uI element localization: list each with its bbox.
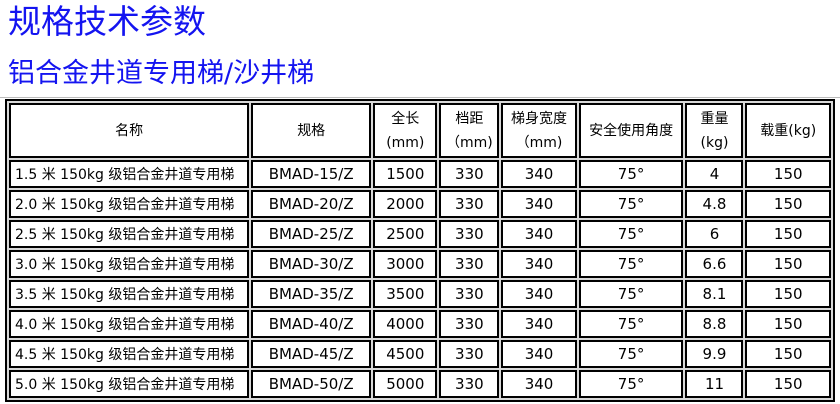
header-unit: （mm) <box>515 134 563 151</box>
cell-load: 150 <box>745 250 831 278</box>
cell-load: 150 <box>745 340 831 368</box>
header-width: 梯身宽度 （mm) <box>501 103 577 158</box>
cell-weight: 8.1 <box>685 280 744 308</box>
cell-rung-spacing: 330 <box>439 310 500 338</box>
cell-name: 3.0 米 150kg 级铝合金井道专用梯 <box>9 250 250 278</box>
header-unit: (mm) <box>386 134 425 151</box>
cell-length: 2000 <box>373 190 438 218</box>
page-title: 规格技术参数 <box>8 2 206 41</box>
cell-rung-spacing: 330 <box>439 220 500 248</box>
cell-model: BMAD-15/Z <box>251 160 372 188</box>
cell-length: 2500 <box>373 220 438 248</box>
cell-weight: 9.9 <box>685 340 744 368</box>
cell-safe-angle: 75° <box>578 160 684 188</box>
cell-model: BMAD-30/Z <box>251 250 372 278</box>
table-row: 1.5 米 150kg 级铝合金井道专用梯 BMAD-15/Z 1500 330 340… <box>9 160 831 188</box>
cell-width: 340 <box>501 310 577 338</box>
cell-length: 3000 <box>373 250 438 278</box>
cell-weight: 8.8 <box>685 310 744 338</box>
cell-safe-angle: 75° <box>578 340 684 368</box>
table-row: 4.0 米 150kg 级铝合金井道专用梯 BMAD-40/Z 4000 330 340… <box>9 310 831 338</box>
header-weight: 重量 (kg) <box>685 103 744 158</box>
cell-rung-spacing: 330 <box>439 160 500 188</box>
cell-name: 5.0 米 150kg 级铝合金井道专用梯 <box>9 370 250 398</box>
table-row: 2.0 米 150kg 级铝合金井道专用梯 BMAD-20/Z 2000 330 340… <box>9 190 831 218</box>
header-label: 名称 <box>115 122 144 139</box>
cell-length: 4500 <box>373 340 438 368</box>
cell-width: 340 <box>501 370 577 398</box>
cell-width: 340 <box>501 160 577 188</box>
table-row: 3.5 米 150kg 级铝合金井道专用梯 BMAD-35/Z 3500 330 340… <box>9 280 831 308</box>
cell-length: 3500 <box>373 280 438 308</box>
cell-safe-angle: 75° <box>578 280 684 308</box>
header-name: 名称 <box>9 103 250 158</box>
header-model: 规格 <box>251 103 372 158</box>
header-row: 名称 规格 全长 (mm) 档距 （mm) 梯身宽度 （mm) 安全使用角度 重量 (kg) 载重(k… <box>9 103 831 158</box>
cell-weight: 11 <box>685 370 744 398</box>
cell-length: 4000 <box>373 310 438 338</box>
cell-weight: 6.6 <box>685 250 744 278</box>
cell-model: BMAD-35/Z <box>251 280 372 308</box>
cell-weight: 6 <box>685 220 744 248</box>
header-label: 规格 <box>297 122 326 139</box>
table-row: 5.0 米 150kg 级铝合金井道专用梯 BMAD-50/Z 5000 330 340… <box>9 370 831 398</box>
cell-load: 150 <box>745 160 831 188</box>
cell-safe-angle: 75° <box>578 190 684 218</box>
cell-load: 150 <box>745 190 831 218</box>
cell-width: 340 <box>501 280 577 308</box>
cell-model: BMAD-50/Z <box>251 370 372 398</box>
cell-name: 2.0 米 150kg 级铝合金井道专用梯 <box>9 190 250 218</box>
cell-model: BMAD-25/Z <box>251 220 372 248</box>
cell-width: 340 <box>501 190 577 218</box>
header-unit: （mm) <box>445 134 493 151</box>
cell-weight: 4.8 <box>685 190 744 218</box>
cell-safe-angle: 75° <box>578 220 684 248</box>
table-row: 2.5 米 150kg 级铝合金井道专用梯 BMAD-25/Z 2500 330 340… <box>9 220 831 248</box>
header-label: 安全使用角度 <box>589 122 674 139</box>
cell-width: 340 <box>501 220 577 248</box>
cell-name: 2.5 米 150kg 级铝合金井道专用梯 <box>9 220 250 248</box>
header-unit: (kg) <box>700 134 729 151</box>
cell-rung-spacing: 330 <box>439 190 500 218</box>
header-label: 载重(kg) <box>760 122 817 139</box>
cell-load: 150 <box>745 280 831 308</box>
cell-load: 150 <box>745 310 831 338</box>
cell-model: BMAD-45/Z <box>251 340 372 368</box>
cell-load: 150 <box>745 220 831 248</box>
header-label: 档距 <box>455 110 484 127</box>
divider <box>0 97 840 98</box>
product-subtitle: 铝合金井道专用梯/沙井梯 <box>8 58 315 89</box>
cell-model: BMAD-20/Z <box>251 190 372 218</box>
table-row: 4.5 米 150kg 级铝合金井道专用梯 BMAD-45/Z 4500 330 340… <box>9 340 831 368</box>
cell-name: 4.5 米 150kg 级铝合金井道专用梯 <box>9 340 250 368</box>
cell-load: 150 <box>745 370 831 398</box>
cell-rung-spacing: 330 <box>439 370 500 398</box>
spec-table: 名称 规格 全长 (mm) 档距 （mm) 梯身宽度 （mm) 安全使用角度 重量 (kg) 载重(k… <box>5 99 835 402</box>
header-safe-angle: 安全使用角度 <box>578 103 684 158</box>
table-row: 3.0 米 150kg 级铝合金井道专用梯 BMAD-30/Z 3000 330 340… <box>9 250 831 278</box>
header-label: 梯身宽度 <box>511 110 568 127</box>
cell-width: 340 <box>501 250 577 278</box>
header-length: 全长 (mm) <box>373 103 438 158</box>
cell-length: 5000 <box>373 370 438 398</box>
header-load: 载重(kg) <box>745 103 831 158</box>
cell-rung-spacing: 330 <box>439 250 500 278</box>
cell-rung-spacing: 330 <box>439 280 500 308</box>
cell-safe-angle: 75° <box>578 250 684 278</box>
header-label: 全长 <box>391 110 420 127</box>
cell-name: 3.5 米 150kg 级铝合金井道专用梯 <box>9 280 250 308</box>
header-rung-spacing: 档距 （mm) <box>439 103 500 158</box>
header-label: 重量 <box>700 110 729 127</box>
cell-width: 340 <box>501 340 577 368</box>
cell-name: 4.0 米 150kg 级铝合金井道专用梯 <box>9 310 250 338</box>
cell-safe-angle: 75° <box>578 370 684 398</box>
cell-rung-spacing: 330 <box>439 340 500 368</box>
cell-safe-angle: 75° <box>578 310 684 338</box>
cell-weight: 4 <box>685 160 744 188</box>
cell-model: BMAD-40/Z <box>251 310 372 338</box>
cell-length: 1500 <box>373 160 438 188</box>
cell-name: 1.5 米 150kg 级铝合金井道专用梯 <box>9 160 250 188</box>
